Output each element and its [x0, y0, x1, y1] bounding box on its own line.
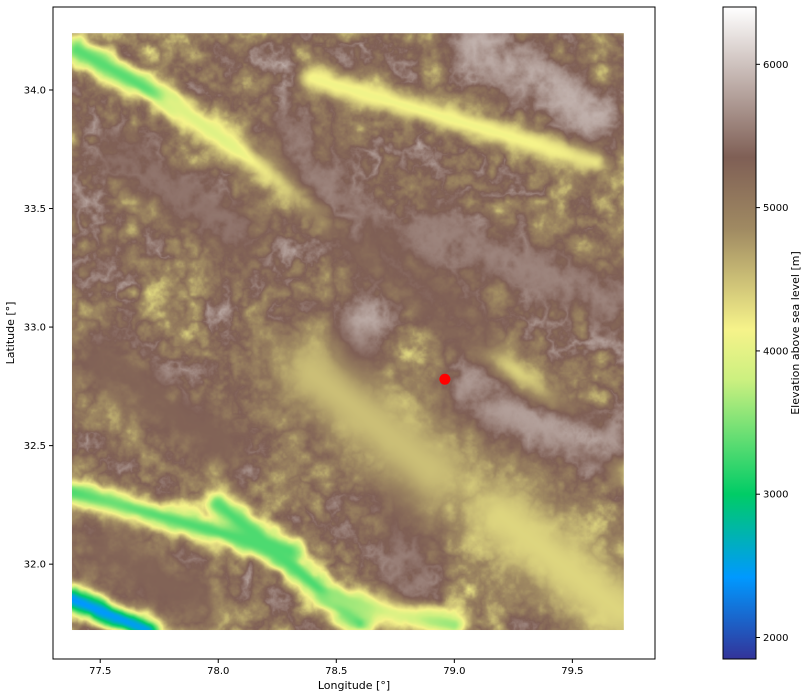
colorbar-tick-label: 3000 [763, 490, 788, 501]
colorbar-tick-label: 5000 [763, 203, 788, 214]
y-tick-label: 34.0 [24, 85, 46, 96]
colorbar-tick-label: 4000 [763, 346, 788, 357]
elevation-raster [71, 33, 624, 631]
elevation-raster-image [71, 33, 624, 631]
colorbar-tick-label: 6000 [763, 60, 788, 71]
x-tick-label: 78.5 [325, 666, 347, 677]
x-tick-label: 79.5 [561, 666, 583, 677]
colorbar-ticks: 2000 3000 4000 5000 6000 [756, 60, 788, 644]
x-tick-label: 78.0 [207, 666, 229, 677]
y-tick-label: 32.5 [24, 441, 46, 452]
x-axis-label: Longitude [°] [318, 679, 390, 692]
y-tick-label: 32.0 [24, 560, 46, 571]
colorbar-label: Elevation above sea level [m] [789, 251, 802, 415]
x-tick-label: 77.5 [89, 666, 111, 677]
y-tick-label: 33.5 [24, 204, 46, 215]
colorbar: 2000 3000 4000 5000 6000 Elevation above sea… [722, 6, 802, 660]
location-marker [439, 373, 451, 385]
y-axis-label: Latitude [°] [4, 302, 17, 365]
y-tick-label: 33.0 [24, 323, 46, 334]
map-axes: 77.5 78.0 78.5 79.0 79.5 32.0 32.5 33.0 33.5 34.… [4, 6, 656, 692]
y-axis-ticks: 32.0 32.5 33.0 33.5 34.0 [24, 85, 53, 571]
colorbar-tick-label: 2000 [763, 633, 788, 644]
x-axis-ticks: 77.5 78.0 78.5 79.0 79.5 [89, 659, 584, 677]
colorbar-gradient [722, 6, 757, 660]
x-tick-label: 79.0 [443, 666, 465, 677]
